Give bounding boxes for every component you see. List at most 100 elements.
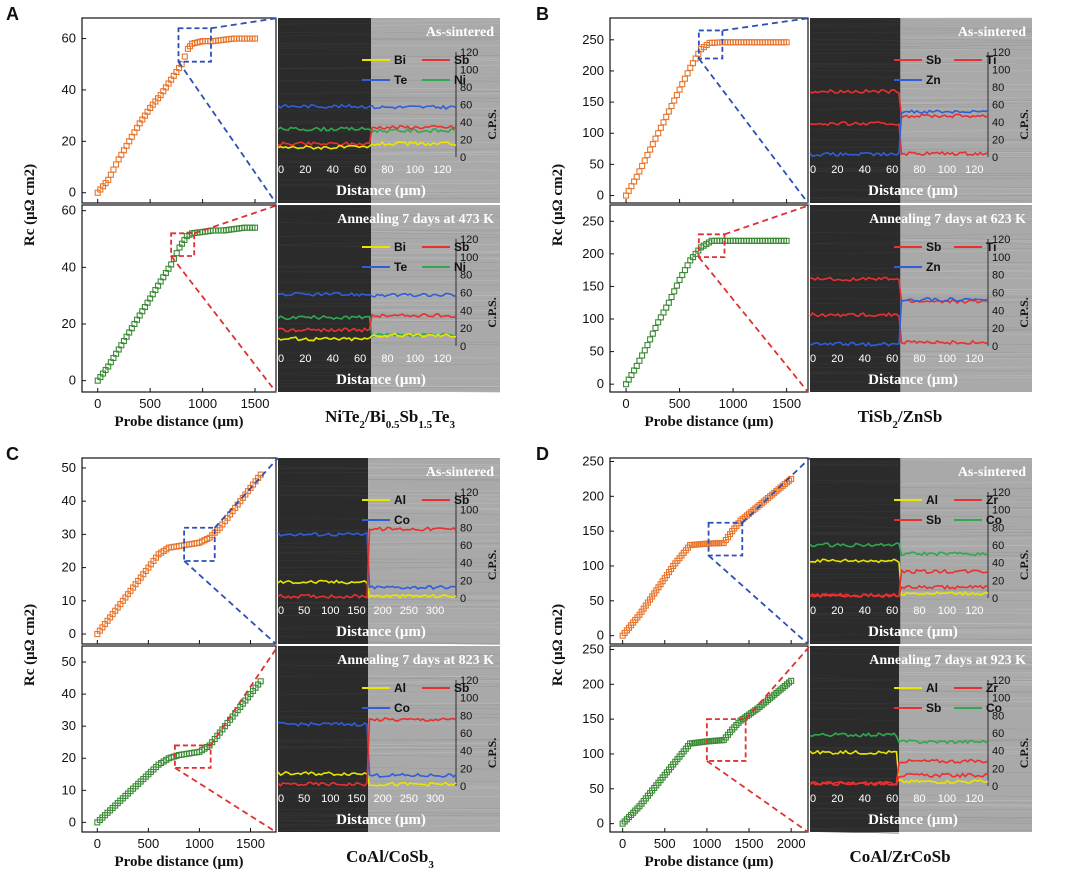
cps-tick-label: 20 xyxy=(460,135,472,147)
sem-texture xyxy=(809,128,901,131)
sem-texture xyxy=(371,123,501,126)
sem-texture xyxy=(809,23,901,25)
sem-dark-region xyxy=(278,646,369,832)
map-x-tick-label: 120 xyxy=(965,605,983,617)
zoom-connector xyxy=(722,17,811,32)
sem-texture xyxy=(900,534,1033,538)
y-tick-label: 50 xyxy=(590,156,604,171)
caption-part: 3 xyxy=(449,419,455,431)
map-x-tick-label: 50 xyxy=(298,605,310,617)
data-point xyxy=(788,677,795,684)
sem-texture xyxy=(368,680,501,683)
sem-texture xyxy=(900,481,1033,485)
zoom-connector xyxy=(698,256,809,393)
sem-texture xyxy=(371,113,501,116)
cps-tick-label: 40 xyxy=(460,558,472,570)
x-axis-label: Probe distance (μm) xyxy=(114,414,243,430)
sem-texture xyxy=(809,803,900,805)
sem-texture xyxy=(900,557,1033,560)
map-x-tick-label: 80 xyxy=(913,605,925,617)
sem-texture xyxy=(900,193,1033,196)
sem-texture xyxy=(368,667,501,669)
sem-texture xyxy=(368,692,501,694)
sem-texture xyxy=(809,65,901,68)
sem-texture xyxy=(371,76,501,79)
sem-texture xyxy=(277,290,372,292)
sem-texture xyxy=(900,329,1033,332)
sem-texture xyxy=(900,188,1033,190)
sem-texture xyxy=(898,680,1033,682)
sem-texture xyxy=(809,286,901,289)
map-x-label: Distance (μm) xyxy=(336,372,426,388)
sem-texture xyxy=(277,828,369,831)
cps-tick-label: 40 xyxy=(460,117,472,129)
sem-texture xyxy=(277,664,369,667)
cps-line-zn xyxy=(809,297,989,348)
sem-texture xyxy=(900,233,1033,237)
sem-texture xyxy=(371,148,501,151)
cps-line-sb xyxy=(277,313,457,333)
cps-tick-label: 0 xyxy=(460,341,466,353)
cps-tick-label: 120 xyxy=(992,675,1010,687)
cps-tick-label: 80 xyxy=(992,710,1004,722)
sem-dark-region xyxy=(278,458,369,644)
data-point xyxy=(649,330,656,337)
caption-part: /ZnSb xyxy=(897,407,942,426)
sem-texture xyxy=(809,243,901,245)
data-point xyxy=(641,347,648,354)
sem-light-region xyxy=(371,18,500,203)
cps-tick-label: 100 xyxy=(992,505,1010,517)
y-tick-label: 10 xyxy=(62,593,76,608)
caption-part: Sb xyxy=(399,407,418,426)
x-axis-label: Probe distance (μm) xyxy=(114,854,243,870)
y-tick-label: 0 xyxy=(69,814,76,829)
cps-line-bi xyxy=(277,140,457,151)
cps-line-te xyxy=(277,103,457,110)
zoom-box xyxy=(707,521,744,557)
cps-tick-label: 20 xyxy=(460,323,472,335)
cps-tick-label: 0 xyxy=(992,341,998,353)
sem-texture xyxy=(900,515,1033,518)
sem-texture xyxy=(277,48,372,51)
sem-texture xyxy=(277,23,372,25)
cps-tick-label: 0 xyxy=(992,152,998,164)
data-point xyxy=(652,324,659,332)
data-point xyxy=(257,678,264,685)
zoom-connector xyxy=(177,61,277,204)
sem-texture xyxy=(371,192,501,195)
sem-texture xyxy=(277,823,369,826)
sem-texture xyxy=(898,803,1033,806)
sem-texture xyxy=(898,690,1033,693)
x-tick-label: 1000 xyxy=(719,396,748,411)
cps-tick-label: 40 xyxy=(992,117,1004,129)
y-tick-label: 0 xyxy=(597,376,604,391)
sem-texture xyxy=(809,138,901,141)
sem-texture xyxy=(368,491,501,493)
zoom-box xyxy=(170,232,196,257)
y-tick-label: 50 xyxy=(590,593,604,608)
sem-texture xyxy=(900,332,1033,335)
sem-texture xyxy=(368,569,501,573)
sem-texture xyxy=(368,785,501,788)
cps-line-zr xyxy=(809,584,989,599)
sem-texture xyxy=(809,749,900,752)
sem-texture xyxy=(371,280,501,282)
sem-texture xyxy=(277,162,372,165)
map-x-tick-label: 300 xyxy=(426,793,444,805)
condition-label: As-sintered xyxy=(426,465,494,480)
sem-texture xyxy=(371,117,501,119)
plot-frame xyxy=(609,457,809,645)
sem-texture xyxy=(900,369,1033,372)
sem-texture xyxy=(371,19,501,22)
cps-line-zn xyxy=(809,109,989,157)
map-x-label: Distance (μm) xyxy=(868,183,958,199)
sem-texture xyxy=(900,529,1033,533)
y-tick-label: 250 xyxy=(582,453,604,468)
sem-texture xyxy=(368,467,501,469)
y-tick-label: 200 xyxy=(582,63,604,78)
sem-texture xyxy=(277,385,372,387)
map-x-tick-label: 150 xyxy=(347,605,365,617)
sem-texture xyxy=(277,626,369,628)
